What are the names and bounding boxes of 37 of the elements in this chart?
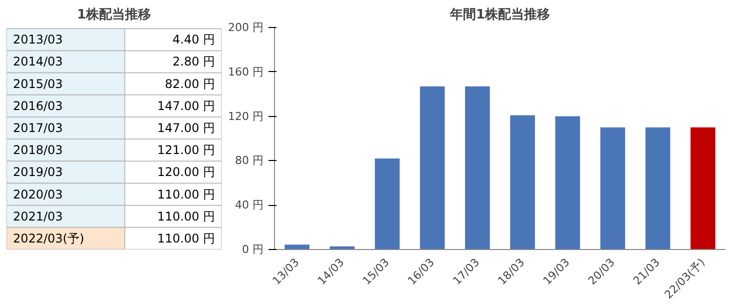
y-tick-label: 200 円 <box>228 21 264 34</box>
bar <box>600 127 626 250</box>
data-label: 2.80 円 <box>172 54 216 69</box>
y-tick-label: 160 円 <box>228 65 264 78</box>
bar <box>284 244 310 250</box>
category-label: 2018/03 <box>12 143 63 158</box>
data-label: 147.00 円 <box>157 98 216 113</box>
data-label: 110.00 円 <box>157 187 216 202</box>
y-tick-label: 120 円 <box>228 110 264 123</box>
category-label: 2017/03 <box>12 121 63 136</box>
category-label: 2020/03 <box>12 187 63 202</box>
category-label: 2019/03 <box>12 165 63 180</box>
data-label: 120.00 円 <box>157 165 216 180</box>
bar <box>690 127 716 250</box>
data-label: 121.00 円 <box>157 143 216 158</box>
data-label: 110.00 円 <box>157 209 216 224</box>
bar <box>465 86 490 250</box>
category-label: 2021/03 <box>12 209 63 224</box>
y-tick-label: 40 円 <box>235 198 264 212</box>
bar <box>555 116 580 250</box>
bar <box>645 127 670 250</box>
data-label: 110.00 円 <box>157 231 216 246</box>
category-label: 2016/03 <box>12 98 63 113</box>
category-label: 2015/03 <box>12 76 63 91</box>
category-label: 2013/03 <box>12 32 63 47</box>
data-label: 4.40 円 <box>172 32 216 47</box>
chart-title: 年間1株配当推移 <box>448 8 550 22</box>
bar <box>374 158 400 250</box>
text: 1株配当推移 <box>76 8 152 22</box>
category-label: 2014/03 <box>12 54 63 69</box>
bar <box>420 86 445 250</box>
y-tick-label: 0 円 <box>242 243 264 256</box>
data-label: 147.00 円 <box>157 121 216 136</box>
y-tick-label: 80 円 <box>235 154 264 168</box>
bar <box>510 115 535 250</box>
category-label: 2022/03(予) <box>12 231 84 246</box>
data-label: 82.00 円 <box>164 76 216 91</box>
